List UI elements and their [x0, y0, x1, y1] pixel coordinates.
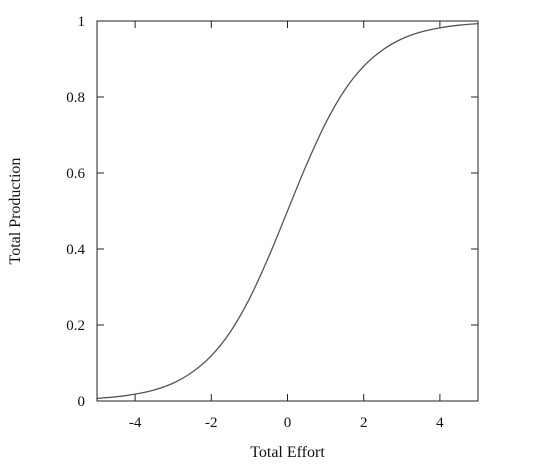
series-line-0: [96, 23, 479, 399]
y-tick-label: 1: [78, 14, 86, 30]
tick-labels-layer: -4 -2 0 2 4 0 0.2 0.4 0.6 0.8 1: [66, 14, 444, 431]
y-tick-label: 0.8: [66, 90, 85, 106]
y-tick-label: 0.6: [66, 166, 85, 182]
x-tick-label: 0: [284, 415, 292, 431]
y-axis-label: Total Production: [7, 158, 24, 265]
y-tick-label: 0.2: [66, 318, 85, 334]
plot-frame: [96, 20, 479, 402]
y-tick-label: 0.4: [66, 242, 85, 258]
x-tick-label: -2: [205, 415, 218, 431]
x-tick-label: 4: [436, 415, 444, 431]
y-tick-label: 0: [78, 394, 86, 410]
x-tick-label: -4: [129, 415, 142, 431]
x-tick-label: 2: [360, 415, 368, 431]
x-axis-label: Total Effort: [250, 444, 325, 461]
